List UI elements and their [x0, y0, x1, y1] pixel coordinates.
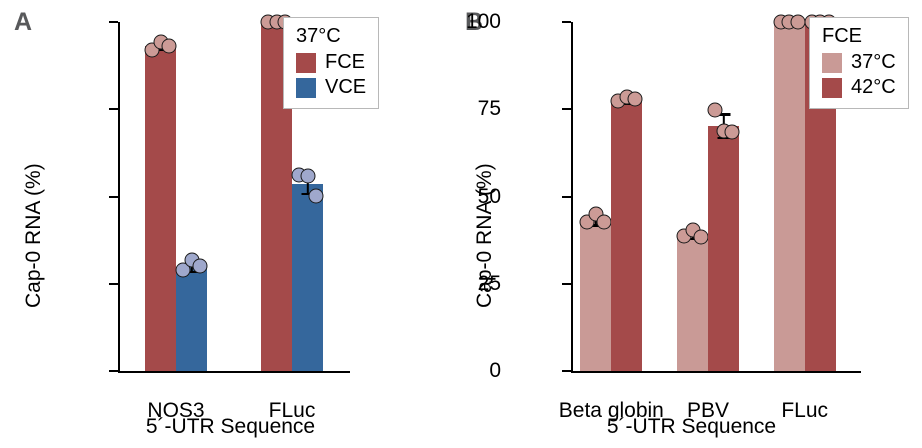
x-tick-label: FLuc — [268, 399, 316, 422]
panel-a-y-axis-line — [118, 22, 120, 371]
data-point — [300, 168, 315, 184]
panel-a-legend-swatch-fce — [296, 52, 316, 73]
data-point — [627, 91, 643, 107]
y-tick-label: 50 — [477, 184, 501, 208]
panel-a-legend-label-fce: FCE — [325, 51, 365, 73]
y-tick-mark — [562, 108, 571, 111]
panel-a-legend-item-vce: VCE — [296, 76, 366, 99]
bar — [677, 235, 708, 371]
panel-b-y-axis-line — [571, 22, 573, 371]
error-bar-cap — [717, 113, 730, 116]
y-tick-label: 0 — [489, 359, 501, 382]
panel-b-legend-label-37c: 37°C — [851, 51, 896, 73]
bar — [292, 184, 323, 371]
data-point — [161, 38, 177, 54]
y-tick-mark — [562, 282, 571, 285]
panel-a-y-axis-label: Cap-0 RNA (%) — [22, 163, 45, 308]
error-bar-cap — [589, 224, 603, 227]
data-point — [693, 229, 709, 245]
panel-b-label: B — [465, 8, 484, 36]
y-tick-mark — [109, 195, 118, 198]
y-tick-mark — [109, 282, 118, 285]
y-tick-mark — [109, 21, 118, 23]
x-tick-label: Beta globin — [558, 399, 664, 422]
y-tick-label: 25 — [477, 271, 501, 295]
panel-b-legend-label-42c: 42°C — [851, 76, 896, 98]
panel-b-x-axis-label: 5´-UTR Sequence — [606, 415, 777, 438]
panel-a-legend-label-vce: VCE — [325, 76, 367, 98]
panel-a: A Cap-0 RNA (%) 5´-UTR Sequence 02550751… — [14, 8, 380, 438]
x-tick-label: FLuc — [781, 399, 828, 422]
y-tick-mark — [109, 108, 118, 111]
panel-b-legend: FCE 37°C 42°C — [809, 17, 909, 109]
error-bar-cap — [185, 270, 198, 273]
y-tick-mark — [562, 370, 571, 372]
panel-b-legend-title: FCE — [822, 25, 862, 47]
panel-b-legend-item-37c: 37°C — [822, 51, 896, 74]
panel-b-legend-swatch-37c — [822, 52, 842, 73]
panel-b-legend-item-42c: 42°C — [822, 76, 896, 99]
data-point — [724, 124, 740, 140]
error-bar-cap — [301, 193, 314, 196]
bar — [773, 22, 805, 371]
bar — [176, 267, 207, 371]
bar — [580, 220, 612, 371]
data-point — [192, 258, 208, 274]
y-tick-label: 75 — [477, 97, 501, 121]
panel-b-plot-area: 0 25 50 75 100 Beta globin PBV FLuc — [466, 11, 861, 421]
panel-b-legend-swatch-42c — [822, 77, 842, 98]
bar — [145, 46, 176, 371]
panel-a-legend: 37°C FCE VCE — [283, 17, 380, 109]
y-tick-mark — [109, 370, 118, 372]
panel-a-legend-item-fce: FCE — [296, 51, 366, 74]
error-bar-cap — [154, 48, 167, 52]
x-tick-label: NOS3 — [147, 399, 205, 422]
data-point — [596, 214, 612, 230]
panel-a-x-axis-label: 5´-UTR Sequence — [145, 415, 316, 438]
panel-a-label: A — [14, 8, 33, 36]
panel-a-legend-swatch-vce — [296, 77, 316, 98]
data-point — [790, 14, 806, 30]
bar — [708, 126, 739, 371]
y-tick-label: 100 — [465, 10, 501, 33]
panel-b: B Cap-0 RNA (%) 5´-UTR Sequence 0 25 50 75 1… — [461, 0, 922, 448]
error-bar-line — [306, 174, 309, 195]
data-point — [308, 188, 324, 204]
y-tick-mark — [562, 195, 571, 198]
panel-a-x-axis-line — [118, 371, 350, 373]
panel-b-x-axis-line — [571, 371, 861, 373]
y-tick-mark — [562, 21, 571, 23]
x-tick-label: PBV — [686, 399, 730, 422]
panel-a-legend-title: 37°C — [296, 25, 341, 47]
bar — [611, 100, 643, 371]
error-bar-cap — [686, 238, 699, 241]
data-point — [707, 102, 723, 118]
